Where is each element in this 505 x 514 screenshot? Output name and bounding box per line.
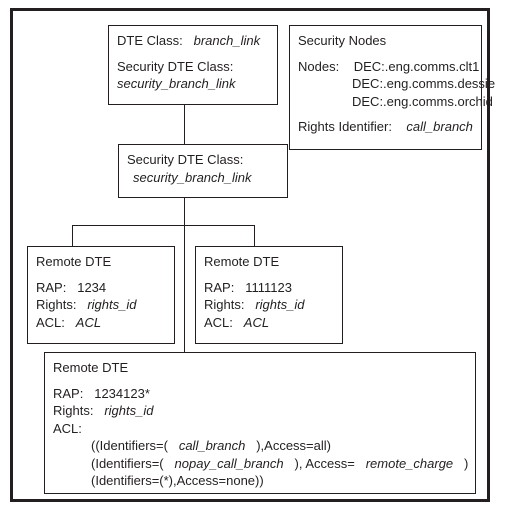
node-value: DEC:.eng.comms.dessie: [298, 75, 473, 93]
acl-value: ACL: [76, 315, 101, 330]
rights-label: Rights:: [53, 403, 93, 418]
node-value: DEC:.eng.comms.orchid: [298, 93, 473, 111]
acl-row: ACL: ACL: [204, 314, 334, 332]
remote-dte-box-bottom: Remote DTE RAP: 1234123* Rights: rights_…: [44, 352, 476, 494]
dte-class-box: DTE Class: branch_link Security DTE Clas…: [108, 25, 278, 105]
edge: [184, 105, 185, 144]
security-nodes-box: Security Nodes Nodes: DEC:.eng.comms.clt…: [289, 25, 482, 150]
acl-entry: (Identifiers=(*),Access=none)): [53, 472, 467, 490]
acl-value: ACL: [244, 315, 269, 330]
diagram-canvas: DTE Class: branch_link Security DTE Clas…: [0, 0, 505, 514]
acl-label: ACL:: [53, 420, 467, 438]
rap-label: RAP:: [53, 386, 83, 401]
nodes-label: Nodes:: [298, 59, 339, 74]
remote-dte-title: Remote DTE: [204, 253, 334, 271]
acl-label: ACL:: [204, 315, 233, 330]
rights-label: Rights:: [204, 297, 244, 312]
rap-label: RAP:: [204, 280, 234, 295]
remote-dte-box-left: Remote DTE RAP: 1234 Rights: rights_id A…: [27, 246, 175, 344]
security-dte-class-box: Security DTE Class: security_branch_link: [118, 144, 288, 198]
acl-entry: ((Identifiers=( call_branch ),Access=all…: [53, 437, 467, 455]
rights-row: Rights: rights_id: [204, 296, 334, 314]
dte-class-value: branch_link: [194, 33, 261, 48]
rap-row: RAP: 1111123: [204, 279, 334, 297]
acl-row: ACL: ACL: [36, 314, 166, 332]
rights-row: Rights: rights_id: [53, 402, 467, 420]
security-nodes-title: Security Nodes: [298, 32, 473, 50]
rights-row: Rights: rights_id: [36, 296, 166, 314]
acl-entry: (Identifiers=( nopay_call_branch ), Acce…: [53, 455, 467, 473]
rap-value: 1234123*: [94, 386, 150, 401]
edge: [254, 225, 255, 246]
rights-value: rights_id: [255, 297, 304, 312]
rap-value: 1234: [77, 280, 106, 295]
edge: [184, 225, 185, 352]
rights-identifier-label: Rights Identifier:: [298, 119, 392, 134]
edge: [72, 225, 73, 246]
rights-value: rights_id: [87, 297, 136, 312]
node-value: DEC:.eng.comms.clt1: [354, 59, 480, 74]
rights-label: Rights:: [36, 297, 76, 312]
rap-row: RAP: 1234123*: [53, 385, 467, 403]
edge: [72, 225, 254, 226]
rap-label: RAP:: [36, 280, 66, 295]
remote-dte-title: Remote DTE: [36, 253, 166, 271]
remote-dte-box-mid: Remote DTE RAP: 1111123 Rights: rights_i…: [195, 246, 343, 344]
rap-value: 1111123: [245, 280, 292, 295]
security-nodes-line-1: Nodes: DEC:.eng.comms.clt1: [298, 58, 473, 76]
dte-class-label: DTE Class:: [117, 33, 183, 48]
sec-dte-class-value: security_branch_link: [117, 75, 269, 93]
sec-dte-class-label: Security DTE Class:: [127, 151, 279, 169]
rights-identifier-row: Rights Identifier: call_branch: [298, 118, 473, 136]
sec-dte-class-value: security_branch_link: [127, 169, 279, 187]
remote-dte-title: Remote DTE: [53, 359, 467, 377]
rights-identifier-value: call_branch: [406, 119, 473, 134]
rap-row: RAP: 1234: [36, 279, 166, 297]
dte-class-row: DTE Class: branch_link: [117, 32, 269, 50]
rights-value: rights_id: [104, 403, 153, 418]
acl-label: ACL:: [36, 315, 65, 330]
sec-dte-class-label: Security DTE Class:: [117, 58, 269, 76]
edge: [184, 198, 185, 225]
